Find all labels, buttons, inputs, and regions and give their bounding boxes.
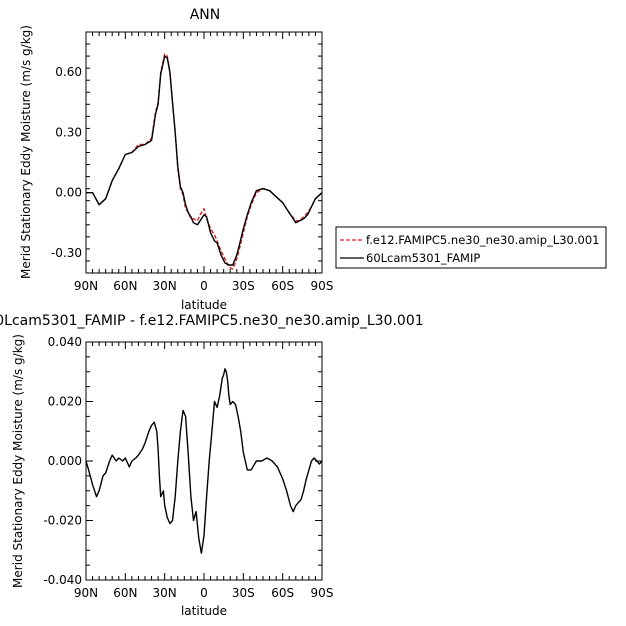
y-tick-label: -0.30 xyxy=(51,246,82,260)
y-tick-label: -0.040 xyxy=(43,573,82,587)
x-tick-label: 90S xyxy=(311,586,334,600)
bottom-chart-title: 60Lcam5301_FAMIP - f.e12.FAMIPC5.ne30_ne… xyxy=(0,313,424,329)
x-tick-label: 60S xyxy=(271,279,294,293)
bottom-x-axis: 90N 60N 30N 0 30S 60S 90S xyxy=(74,342,334,600)
bottom-panel: 60Lcam5301_FAMIP - f.e12.FAMIPC5.ne30_ne… xyxy=(0,313,424,618)
x-tick-label: 60N xyxy=(113,586,137,600)
top-x-axis-label: latitude xyxy=(181,298,227,312)
top-chart-title: ANN xyxy=(190,7,221,23)
bottom-y-axis-label: Merid Stationary Eddy Moisture (m/s g/kg… xyxy=(11,334,25,588)
top-series-lines xyxy=(86,53,323,270)
x-tick-label: 30S xyxy=(232,279,255,293)
x-tick-label: 60S xyxy=(271,586,294,600)
x-tick-label: 90N xyxy=(74,586,98,600)
series-line-1-0 xyxy=(85,368,323,554)
y-tick-label: -0.020 xyxy=(43,514,82,528)
x-tick-label: 90S xyxy=(311,279,334,293)
series-line-0-1 xyxy=(86,55,323,266)
legend-box xyxy=(335,226,607,269)
bottom-x-axis-label: latitude xyxy=(181,604,227,618)
y-tick-label: 0.30 xyxy=(55,125,82,139)
x-tick-label: 0 xyxy=(200,586,208,600)
y-tick-label: 0.00 xyxy=(55,186,82,200)
x-tick-label: 60N xyxy=(113,279,137,293)
top-plot-frame xyxy=(85,31,323,274)
legend: f.e12.FAMIPC5.ne30_ne30.amip_L30.001 60L… xyxy=(335,226,607,269)
legend-label-0: f.e12.FAMIPC5.ne30_ne30.amip_L30.001 xyxy=(366,233,599,247)
y-tick-label: 0.000 xyxy=(48,454,82,468)
x-tick-label: 0 xyxy=(200,279,208,293)
y-tick-label: 0.040 xyxy=(48,335,82,349)
x-tick-label: 30N xyxy=(153,279,177,293)
bottom-plot-frame xyxy=(85,341,323,581)
top-y-axis: -0.30 0.00 0.30 0.60 xyxy=(51,31,322,274)
series-line-0-0 xyxy=(86,53,323,270)
top-panel: ANN 90N 60N 30N 0 30S 60S 90S -0.30 0.00 0.30 0.6… xyxy=(19,7,333,312)
bottom-y-axis: -0.040 -0.020 0.000 0.020 0.040 xyxy=(43,335,322,587)
x-tick-label: 30S xyxy=(232,586,255,600)
y-tick-label: 0.020 xyxy=(48,395,82,409)
top-y-axis-label: Merid Stationary Eddy Moisture (m/s g/kg… xyxy=(19,25,33,279)
top-x-axis: 90N 60N 30N 0 30S 60S 90S xyxy=(74,32,334,293)
y-tick-label: 0.60 xyxy=(55,65,82,79)
bottom-series-lines xyxy=(85,368,323,554)
x-tick-label: 30N xyxy=(153,586,177,600)
x-tick-label: 90N xyxy=(74,279,98,293)
legend-label-1: 60Lcam5301_FAMIP xyxy=(366,251,480,265)
